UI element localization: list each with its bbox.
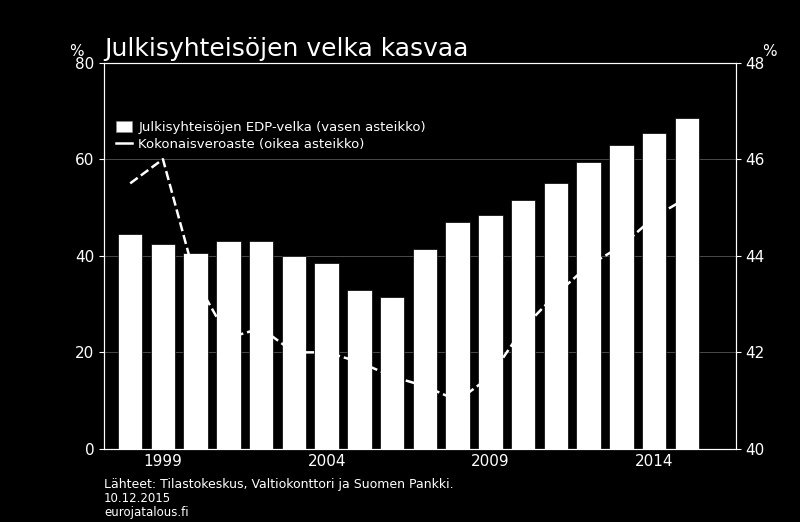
Text: Lähteet: Tilastokeskus, Valtiokonttori ja Suomen Pankki.: Lähteet: Tilastokeskus, Valtiokonttori j… — [104, 478, 454, 491]
Bar — [478, 215, 502, 449]
Bar — [642, 133, 666, 449]
Text: 10.12.2015: 10.12.2015 — [104, 492, 171, 505]
Bar — [609, 145, 634, 449]
Text: eurojatalous.fi: eurojatalous.fi — [104, 506, 189, 519]
Bar — [183, 253, 208, 449]
Bar — [216, 241, 241, 449]
Bar — [446, 222, 470, 449]
Text: Julkisyhteisöjen velka kasvaa: Julkisyhteisöjen velka kasvaa — [104, 37, 468, 61]
Bar — [150, 244, 175, 449]
Bar — [413, 248, 437, 449]
Bar — [511, 200, 535, 449]
Bar — [347, 290, 372, 449]
Bar — [544, 183, 568, 449]
Text: %: % — [762, 44, 777, 59]
Bar — [118, 234, 142, 449]
Text: %: % — [70, 44, 84, 59]
Bar — [314, 263, 339, 449]
Bar — [249, 241, 274, 449]
Bar — [282, 256, 306, 449]
Bar — [380, 297, 405, 449]
Legend: Julkisyhteisöjen EDP-velka (vasen asteikko), Kokonaisveroaste (oikea asteikko): Julkisyhteisöjen EDP-velka (vasen asteik… — [110, 115, 431, 156]
Bar — [674, 118, 699, 449]
Bar — [576, 162, 601, 449]
